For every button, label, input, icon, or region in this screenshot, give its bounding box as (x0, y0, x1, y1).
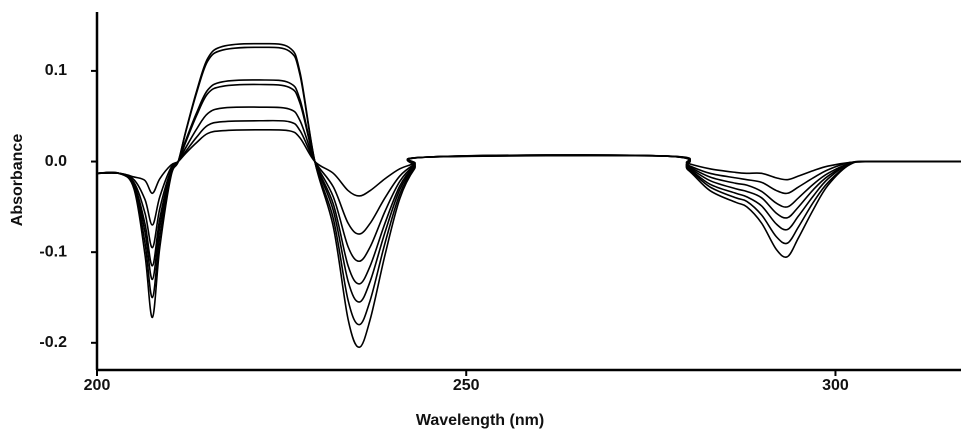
y-tick-label: 0.0 (45, 153, 67, 170)
spectrum-line (96, 128, 961, 197)
x-tick-label: 250 (453, 377, 480, 394)
y-tick-label: -0.2 (39, 334, 67, 351)
y-tick-label: -0.1 (39, 243, 67, 260)
x-axis-label: Wavelength (nm) (416, 412, 544, 429)
x-tick-label: 200 (84, 377, 111, 394)
x-tick-label: 300 (822, 377, 849, 394)
spectrum-line (96, 83, 961, 285)
spectrum-line (96, 46, 961, 326)
spectrum-line (96, 42, 961, 349)
y-axis-label: Absorbance (9, 134, 26, 227)
spectrum-line (96, 79, 961, 303)
spectrum-line (96, 119, 961, 235)
y-tick-label: 0.1 (45, 62, 67, 79)
